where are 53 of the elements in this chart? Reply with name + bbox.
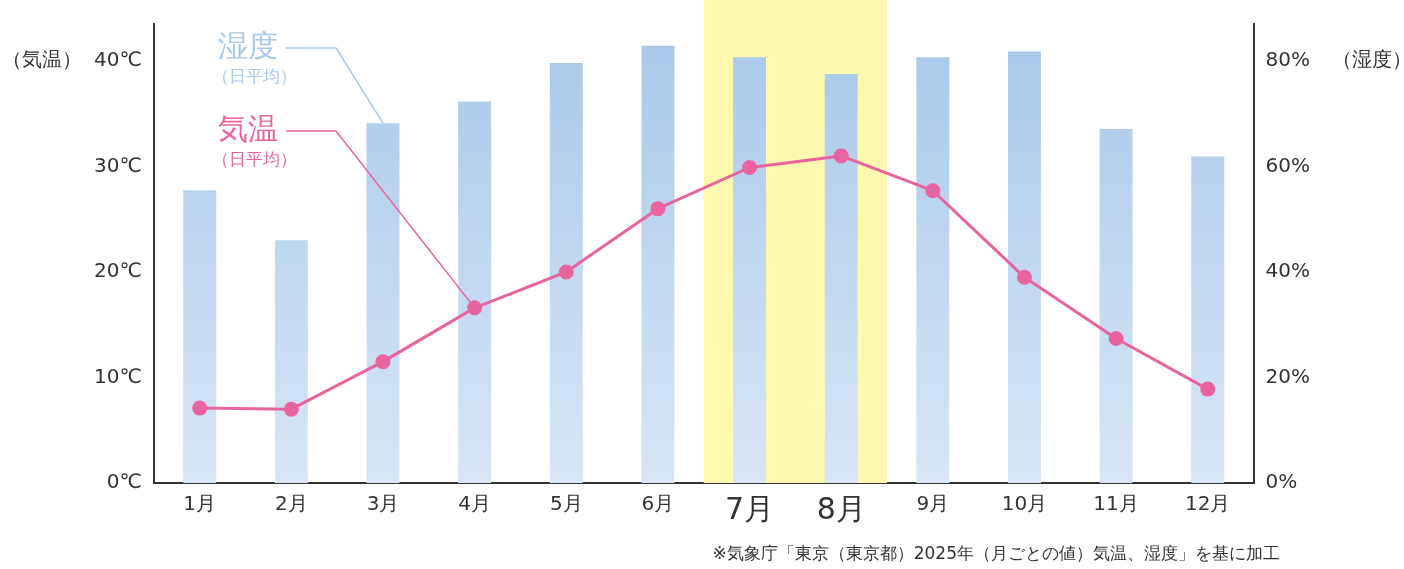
y-tick-label: 20℃ <box>93 258 142 283</box>
point <box>283 401 299 417</box>
annotation: （日平均） <box>212 66 297 87</box>
point <box>650 201 666 217</box>
annotation: （日平均） <box>212 149 297 170</box>
y-axis-title: （気温） <box>2 47 82 72</box>
y-tick-label: 0℃ <box>106 469 142 494</box>
y2-tick-label: 0% <box>1265 469 1298 494</box>
bar <box>1007 51 1041 483</box>
point <box>1108 330 1124 346</box>
point <box>375 354 391 370</box>
point <box>1016 269 1032 285</box>
y2-axis-title: （湿度） <box>1331 47 1404 72</box>
x-tick-label: 4月 <box>458 491 491 516</box>
x-tick-label: 8月 <box>816 490 866 526</box>
point <box>192 400 208 416</box>
text: ※気象庁「東京（東京都）2025年（月ごとの値）気温、湿度」を基に加工 <box>712 543 1280 564</box>
x-tick-label: 1月 <box>183 491 217 516</box>
y2-tick-label: 60% <box>1265 152 1310 177</box>
y2-tick-label: 20% <box>1265 363 1310 388</box>
x-tick-label: 2月 <box>275 491 308 516</box>
y2-tick-label: 80% <box>1265 47 1310 72</box>
point <box>1200 381 1216 397</box>
bar <box>641 45 675 483</box>
point <box>467 300 483 316</box>
x-tick-label: 12月 <box>1185 491 1231 516</box>
bar <box>1099 128 1133 483</box>
bar <box>366 123 400 483</box>
point <box>742 160 758 175</box>
point <box>558 264 574 280</box>
bar <box>824 74 858 483</box>
bar <box>183 190 217 483</box>
x-tick-label: 6月 <box>641 491 675 516</box>
text: 湿度 <box>218 27 278 63</box>
x-tick-label: 7月 <box>725 490 775 526</box>
bar <box>274 240 308 483</box>
y-tick-label: 30℃ <box>93 152 142 177</box>
x-tick-label: 5月 <box>549 491 583 516</box>
y2-tick-label: 40% <box>1265 258 1310 283</box>
bar <box>549 63 583 483</box>
point <box>833 148 849 164</box>
x-tick-label: 11月 <box>1093 491 1139 516</box>
bar <box>1191 156 1225 483</box>
bar <box>733 57 767 483</box>
point <box>925 183 941 199</box>
x-tick-label: 9月 <box>916 491 950 516</box>
text: 気温 <box>218 110 278 146</box>
y-tick-label: 40℃ <box>93 47 142 72</box>
x-tick-label: 10月 <box>1001 491 1048 516</box>
bar <box>916 57 950 483</box>
bar <box>458 101 492 483</box>
x-tick-label: 3月 <box>366 491 400 516</box>
y-tick-label: 10℃ <box>93 363 142 388</box>
